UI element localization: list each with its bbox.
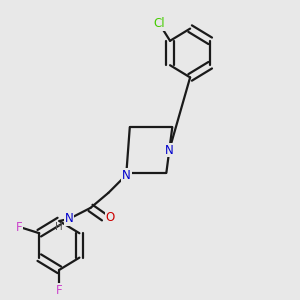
Text: H: H: [56, 222, 63, 232]
Text: N: N: [65, 212, 74, 225]
Text: N: N: [165, 143, 174, 157]
Text: Cl: Cl: [154, 17, 165, 30]
Text: F: F: [16, 221, 22, 234]
Text: F: F: [56, 284, 63, 297]
Text: N: N: [122, 169, 130, 182]
Text: O: O: [106, 211, 115, 224]
